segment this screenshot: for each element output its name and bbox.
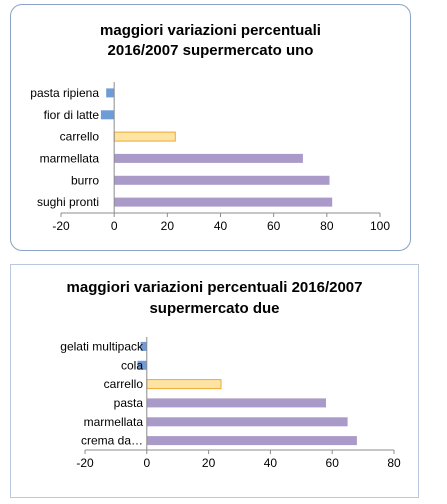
category-label: marmellata [84,415,144,429]
chart-panel-supermercato-due: maggiori variazioni percentuali 2016/200… [10,264,419,498]
x-tick-label: 20 [202,456,216,470]
category-label: carrello [104,377,144,391]
x-tick-label: 40 [264,456,278,470]
category-label: fior di latte [44,108,100,122]
bar-chart-supermercato-uno: pasta ripiena fior di latte carrello marmel… [30,82,390,233]
x-tick-label: 60 [267,219,281,233]
chart-title: maggiori variazioni percentuali 2016/200… [11,277,418,319]
bar-burro [114,175,330,185]
category-label: marmellata [40,151,100,165]
bar-marmellata [146,417,348,427]
x-tick-label: 0 [143,456,150,470]
bar-gelati-multipack [140,341,147,351]
x-tick-label: 0 [111,219,118,233]
chart-title-line-1: maggiori variazioni percentuali [100,22,321,39]
bar-cola [137,360,147,370]
chart-title: maggiori variazioni percentuali 2016/200… [11,21,410,61]
x-tick-label: 80 [320,219,334,233]
bar-marmellata [114,153,303,163]
bar-pasta [146,398,326,408]
bar-crema-da- [146,436,357,446]
bar-sughi-pronti [114,197,333,207]
bar-carrello [113,131,176,142]
x-tick-label: -20 [76,456,94,470]
chart-title-line-2: supermercato due [149,300,280,317]
chart-title-line-1: maggiori variazioni percentuali 2016/200… [66,279,363,296]
category-label: gelati multipack [60,339,144,353]
x-tick-label: 60 [326,456,340,470]
x-tick-label: 100 [370,219,390,233]
bar-pasta-ripiena [106,88,115,98]
x-tick-label: 80 [387,456,401,470]
bar-fior-di-latte [100,110,115,120]
category-label: sughi pronti [37,195,99,209]
x-tick-label: -20 [52,219,70,233]
chart-title-line-2: 2016/2007 supermercato uno [107,42,314,59]
category-label: carrello [60,130,100,144]
bar-chart-supermercato-due: gelati multipack cola carrello pasta marmell… [60,337,401,470]
x-tick-label: 40 [214,219,228,233]
category-label: crema da… [81,434,143,448]
category-label: cola [121,358,143,372]
category-label: burro [71,173,99,187]
category-label: pasta [114,396,144,410]
category-label: pasta ripiena [30,86,99,100]
bar-carrello [146,379,222,390]
x-tick-label: 20 [161,219,175,233]
chart-panel-supermercato-uno: maggiori variazioni percentuali 2016/200… [10,4,411,251]
